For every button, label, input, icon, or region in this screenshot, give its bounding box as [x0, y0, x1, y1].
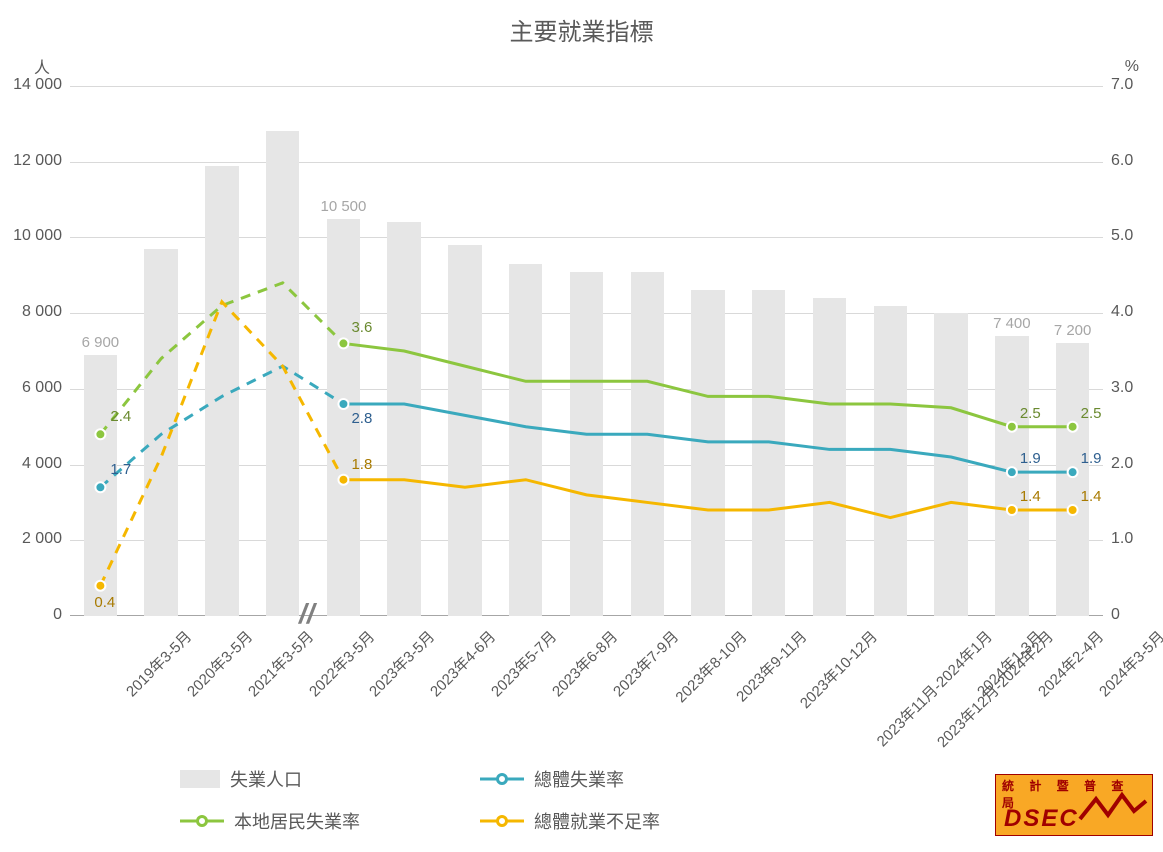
- chart-title: 主要就業指標: [0, 0, 1163, 47]
- legend-bar-swatch-icon: [180, 770, 220, 788]
- data-marker: [95, 482, 105, 492]
- point-value-label: 3.6: [351, 319, 372, 336]
- plot-area: 02 0004 0006 0008 00010 00012 00014 0000…: [70, 86, 1103, 616]
- point-value-label: 2.5: [1020, 405, 1041, 422]
- point-value-label: 2.4: [110, 408, 131, 425]
- legend-line-swatch-icon: [180, 811, 224, 831]
- line-segment-solid: [343, 480, 1072, 518]
- line-segment-solid: [343, 404, 1072, 472]
- data-marker: [1068, 422, 1078, 432]
- legend-label: 本地居民失業率: [234, 808, 360, 834]
- y-tick-right: 3.0: [1111, 379, 1147, 397]
- y-tick-left: 8 000: [12, 303, 62, 321]
- y-tick-right: 6.0: [1111, 152, 1147, 170]
- legend-label: 失業人口: [230, 766, 302, 792]
- data-marker: [95, 581, 105, 591]
- point-value-label: 2.8: [351, 410, 372, 427]
- legend-label: 總體就業不足率: [534, 808, 660, 834]
- legend-label: 總體失業率: [534, 766, 624, 792]
- point-value-label: 2.5: [1081, 405, 1102, 422]
- data-marker: [1007, 422, 1017, 432]
- legend: 失業人口 總體失業率本地居民失業率 總體就業不足率: [180, 766, 660, 834]
- data-marker: [338, 475, 348, 485]
- logo-main-text: DSEC: [998, 805, 1079, 833]
- y-tick-left: 6 000: [12, 379, 62, 397]
- point-value-label: 1.4: [1081, 488, 1102, 505]
- employment-chart: 主要就業指標 人 % 02 0004 0006 0008 00010 00012…: [0, 0, 1163, 852]
- legend-item: 總體失業率: [480, 766, 660, 792]
- point-value-label: 1.4: [1020, 488, 1041, 505]
- line-segment-dashed: [100, 283, 343, 434]
- y-axis-right-label: %: [1125, 58, 1139, 76]
- data-marker: [1007, 505, 1017, 515]
- y-tick-left: 0: [12, 606, 62, 624]
- point-value-label: 1.9: [1081, 450, 1102, 467]
- line-segment-dashed: [100, 302, 343, 586]
- y-tick-right: 7.0: [1111, 76, 1147, 94]
- y-tick-right: 1.0: [1111, 530, 1147, 548]
- y-tick-right: 0: [1111, 606, 1147, 624]
- y-tick-left: 10 000: [12, 227, 62, 245]
- point-value-label: 1.9: [1020, 450, 1041, 467]
- point-value-label: 1.8: [351, 456, 372, 473]
- data-marker: [1068, 505, 1078, 515]
- y-tick-left: 14 000: [12, 76, 62, 94]
- legend-item: 本地居民失業率: [180, 808, 360, 834]
- y-tick-right: 4.0: [1111, 303, 1147, 321]
- data-marker: [338, 338, 348, 348]
- legend-line-swatch-icon: [480, 811, 524, 831]
- y-tick-left: 2 000: [12, 530, 62, 548]
- y-tick-left: 12 000: [12, 152, 62, 170]
- data-marker: [338, 399, 348, 409]
- lines-svg: [70, 86, 1103, 616]
- y-tick-left: 4 000: [12, 455, 62, 473]
- data-marker: [1007, 467, 1017, 477]
- data-marker: [95, 429, 105, 439]
- point-value-label: 0.4: [94, 594, 115, 611]
- point-value-label: 1.7: [110, 461, 131, 478]
- logo-zigzag-icon: [1078, 791, 1148, 827]
- y-axis-left-label: 人: [34, 54, 50, 78]
- line-segment-dashed: [100, 366, 343, 487]
- data-marker: [1068, 467, 1078, 477]
- x-axis-labels: 2019年3-5月2020年3-5月2021年3-5月2022年3-5月2023…: [70, 620, 1103, 760]
- legend-item: 失業人口: [180, 766, 360, 792]
- y-tick-right: 2.0: [1111, 455, 1147, 473]
- dsec-logo: 統 計 暨 普 查 局 DSEC: [995, 774, 1153, 836]
- y-tick-right: 5.0: [1111, 227, 1147, 245]
- legend-line-swatch-icon: [480, 769, 524, 789]
- legend-item: 總體就業不足率: [480, 808, 660, 834]
